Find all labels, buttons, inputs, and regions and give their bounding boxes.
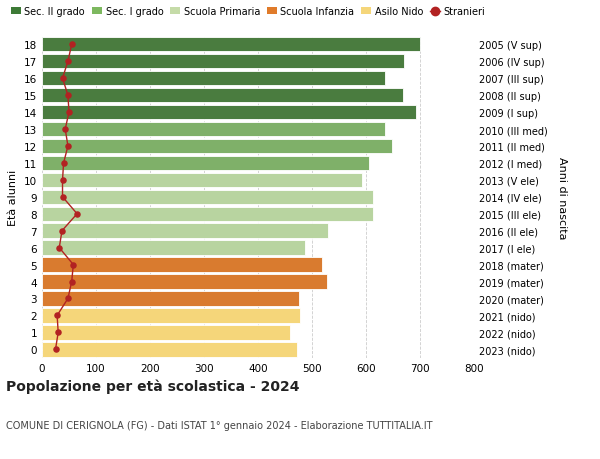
Point — [59, 160, 68, 167]
Bar — [42, 308, 299, 323]
Bar — [42, 140, 392, 154]
Bar — [42, 55, 404, 69]
Bar — [42, 275, 326, 289]
Bar — [42, 291, 299, 306]
Point — [67, 278, 77, 285]
Point — [64, 109, 74, 117]
Y-axis label: Anni di nascita: Anni di nascita — [557, 156, 567, 239]
Bar — [42, 123, 385, 137]
Point — [61, 126, 70, 134]
Point — [73, 211, 82, 218]
Text: Popolazione per età scolastica - 2024: Popolazione per età scolastica - 2024 — [6, 379, 299, 393]
Point — [63, 58, 73, 66]
Bar — [42, 106, 416, 120]
Text: COMUNE DI CERIGNOLA (FG) - Dati ISTAT 1° gennaio 2024 - Elaborazione TUTTITALIA.: COMUNE DI CERIGNOLA (FG) - Dati ISTAT 1°… — [6, 420, 433, 430]
Point — [58, 194, 67, 201]
Bar — [42, 190, 373, 205]
Point — [52, 312, 62, 319]
Bar — [42, 173, 362, 188]
Bar — [42, 224, 328, 238]
Bar — [42, 325, 290, 340]
Point — [58, 75, 67, 83]
Bar — [42, 342, 298, 357]
Point — [53, 329, 63, 336]
Bar — [42, 258, 322, 272]
Point — [57, 228, 67, 235]
Point — [51, 346, 61, 353]
Bar — [42, 207, 373, 221]
Bar — [42, 241, 305, 255]
Point — [68, 261, 78, 269]
Point — [55, 245, 64, 252]
Bar — [42, 72, 385, 86]
Point — [67, 41, 77, 49]
Bar — [42, 89, 403, 103]
Bar — [42, 157, 369, 171]
Point — [58, 177, 67, 184]
Point — [63, 295, 73, 302]
Legend: Sec. II grado, Sec. I grado, Scuola Primaria, Scuola Infanzia, Asilo Nido, Stran: Sec. II grado, Sec. I grado, Scuola Prim… — [11, 7, 485, 17]
Y-axis label: Età alunni: Età alunni — [8, 169, 19, 225]
Bar — [42, 38, 420, 52]
Point — [63, 92, 73, 100]
Point — [63, 143, 73, 150]
